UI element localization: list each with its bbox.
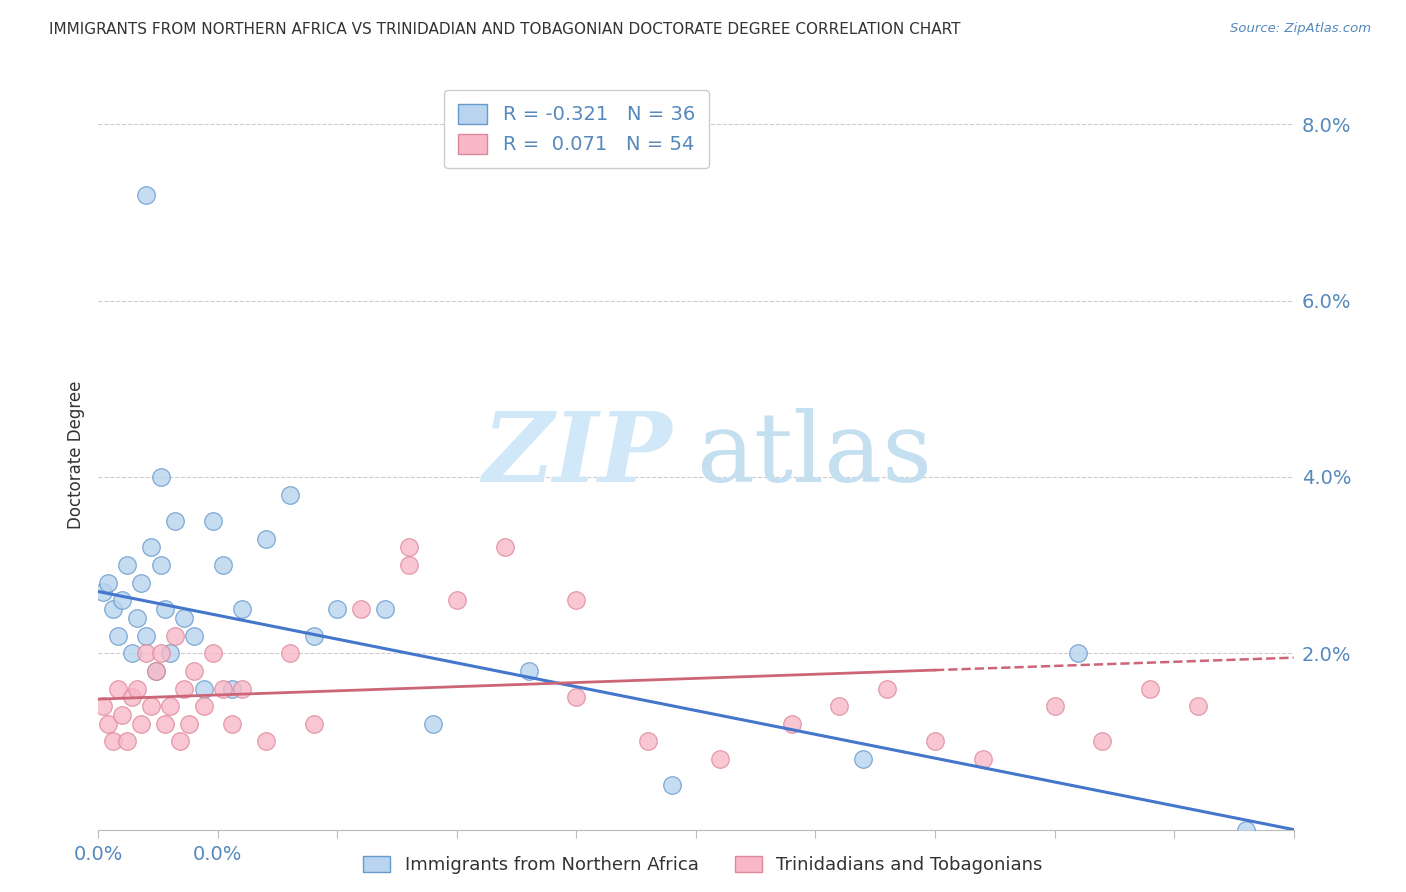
- Point: [494, 541, 516, 555]
- Point: [565, 593, 588, 607]
- Point: [125, 611, 148, 625]
- Point: [121, 646, 143, 660]
- Point: [1139, 681, 1161, 696]
- Point: [924, 734, 946, 748]
- Point: [1067, 646, 1090, 660]
- Point: [398, 541, 420, 555]
- Point: [101, 734, 124, 748]
- Point: [278, 487, 301, 501]
- Point: [302, 629, 325, 643]
- Point: [135, 646, 157, 660]
- Point: [517, 664, 540, 678]
- Point: [972, 752, 994, 766]
- Point: [97, 575, 120, 590]
- Point: [135, 629, 157, 643]
- Point: [107, 629, 129, 643]
- Point: [139, 699, 162, 714]
- Point: [211, 558, 233, 573]
- Point: [149, 558, 172, 573]
- Point: [231, 602, 253, 616]
- Point: [780, 716, 803, 731]
- Point: [107, 681, 129, 696]
- Point: [159, 646, 181, 660]
- Point: [91, 699, 114, 714]
- Point: [211, 681, 233, 696]
- Point: [446, 593, 468, 607]
- Point: [145, 664, 167, 678]
- Text: atlas: atlas: [696, 408, 932, 502]
- Point: [202, 514, 225, 528]
- Point: [374, 602, 396, 616]
- Point: [326, 602, 349, 616]
- Point: [91, 584, 114, 599]
- Point: [131, 716, 153, 731]
- Point: [565, 690, 588, 705]
- Point: [852, 752, 875, 766]
- Legend: Immigrants from Northern Africa, Trinidadians and Tobagonians: Immigrants from Northern Africa, Trinida…: [354, 847, 1052, 883]
- Point: [163, 514, 186, 528]
- Point: [193, 681, 215, 696]
- Point: [111, 708, 134, 723]
- Point: [183, 629, 205, 643]
- Legend: R = -0.321   N = 36, R =  0.071   N = 54: R = -0.321 N = 36, R = 0.071 N = 54: [444, 90, 709, 168]
- Y-axis label: Doctorate Degree: Doctorate Degree: [66, 381, 84, 529]
- Point: [1187, 699, 1209, 714]
- Text: Source: ZipAtlas.com: Source: ZipAtlas.com: [1230, 22, 1371, 36]
- Point: [254, 532, 277, 546]
- Point: [169, 734, 191, 748]
- Point: [173, 681, 195, 696]
- Point: [135, 187, 157, 202]
- Point: [398, 558, 420, 573]
- Point: [155, 602, 177, 616]
- Point: [278, 646, 301, 660]
- Point: [125, 681, 148, 696]
- Point: [139, 541, 162, 555]
- Point: [1043, 699, 1066, 714]
- Point: [202, 646, 225, 660]
- Point: [254, 734, 277, 748]
- Text: ZIP: ZIP: [482, 408, 672, 502]
- Point: [637, 734, 659, 748]
- Point: [121, 690, 143, 705]
- Point: [221, 716, 243, 731]
- Point: [97, 716, 120, 731]
- Point: [221, 681, 243, 696]
- Point: [183, 664, 205, 678]
- Point: [159, 699, 181, 714]
- Point: [422, 716, 444, 731]
- Point: [1091, 734, 1114, 748]
- Text: IMMIGRANTS FROM NORTHERN AFRICA VS TRINIDADIAN AND TOBAGONIAN DOCTORATE DEGREE C: IMMIGRANTS FROM NORTHERN AFRICA VS TRINI…: [49, 22, 960, 37]
- Point: [876, 681, 898, 696]
- Point: [709, 752, 731, 766]
- Point: [193, 699, 215, 714]
- Point: [149, 646, 172, 660]
- Point: [155, 716, 177, 731]
- Point: [111, 593, 134, 607]
- Point: [231, 681, 253, 696]
- Point: [101, 602, 124, 616]
- Point: [163, 629, 186, 643]
- Point: [661, 779, 683, 793]
- Point: [179, 716, 201, 731]
- Point: [302, 716, 325, 731]
- Point: [173, 611, 195, 625]
- Point: [115, 558, 138, 573]
- Point: [828, 699, 851, 714]
- Point: [149, 470, 172, 484]
- Point: [350, 602, 373, 616]
- Point: [145, 664, 167, 678]
- Point: [115, 734, 138, 748]
- Point: [131, 575, 153, 590]
- Point: [1234, 822, 1257, 837]
